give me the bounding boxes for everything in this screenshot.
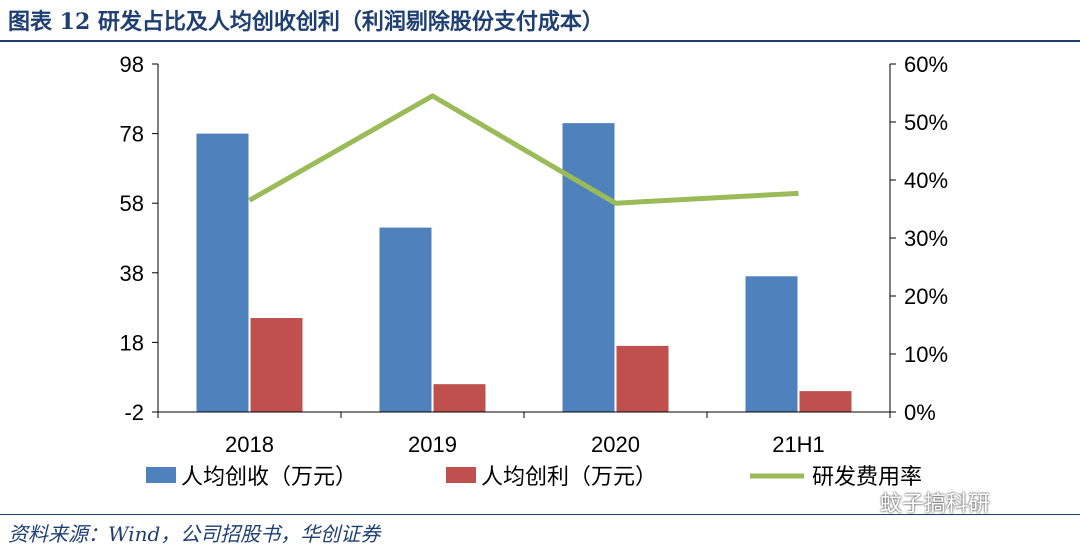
x-tick-label-2020: 2020 [591,432,640,457]
bar-revenue-2018 [196,133,249,412]
right-tick-label: 40% [904,168,948,193]
legend-label-2: 研发费用率 [812,465,922,490]
right-tick-label: 50% [904,110,948,135]
right-tick-label: 10% [904,342,948,367]
bar-revenue-2019 [379,227,432,412]
legend-swatch-1 [446,467,476,483]
right-tick-label: 60% [904,52,948,77]
left-tick-label: 78 [120,122,144,147]
rd-ratio-line [248,93,799,206]
right-tick-label: 30% [904,226,948,251]
right-tick-label: 0% [904,400,936,425]
x-tick-label-2018: 2018 [225,432,274,457]
bar-revenue-2020 [562,123,615,412]
right-tick-label: 20% [904,284,948,309]
left-tick-label: 38 [120,261,144,286]
bar-profit-2018 [250,318,303,412]
x-tick-label-2019: 2019 [408,432,457,457]
bar-profit-2019 [433,384,486,412]
figure-title: 图表 12 研发占比及人均创收创利（利润剔除股份支付成本） [8,9,604,35]
figure-header: 图表 12 研发占比及人均创收创利（利润剔除股份支付成本） [0,0,1080,42]
bar-profit-2020 [616,345,669,412]
bar-revenue-21H1 [745,276,798,412]
source-note: 资料来源：Wind，公司招股书，华创证券 [8,522,381,546]
watermark-text: 蚊子搞科研 [880,492,991,517]
legend-label-0: 人均创收（万元） [181,465,357,490]
left-tick-label: 58 [120,191,144,216]
header-rule [0,40,1080,42]
left-tick-label: 18 [120,330,144,355]
footer-rule [0,514,1080,515]
left-tick-label: 98 [120,52,144,77]
legend-label-1: 人均创利（万元） [481,465,657,490]
legend-swatch-0 [146,467,176,483]
bar-profit-21H1 [799,391,852,412]
left-tick-label: -2 [124,400,144,425]
x-tick-label-21H1: 21H1 [772,432,825,457]
